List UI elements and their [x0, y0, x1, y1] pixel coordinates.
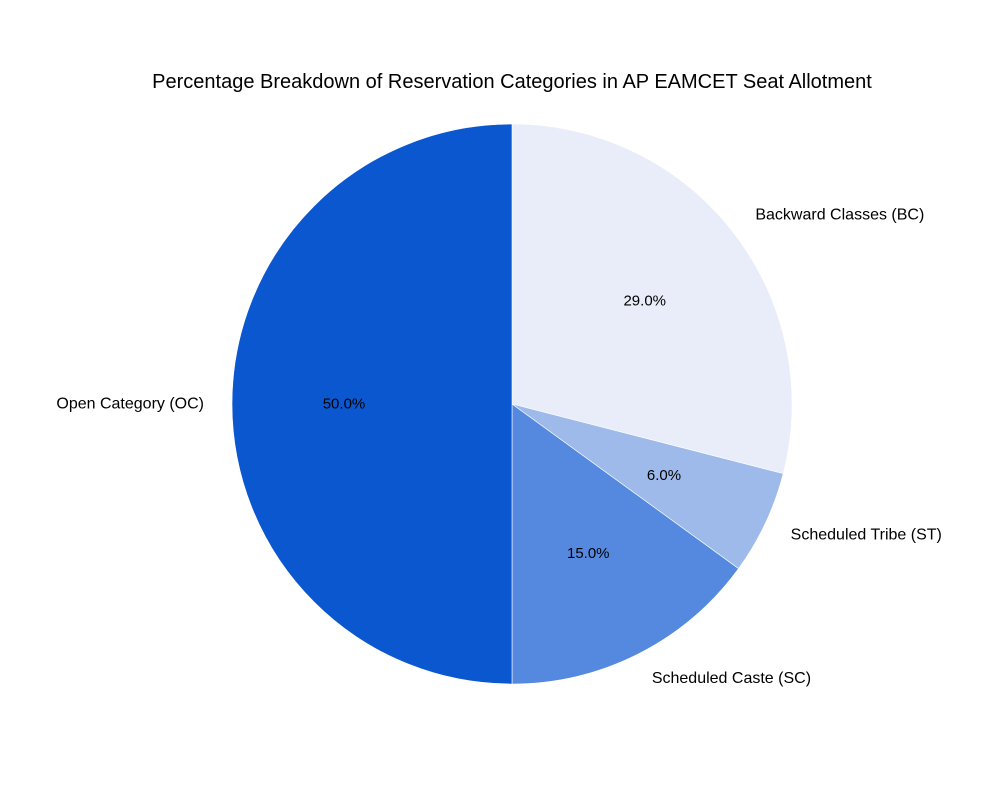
pie-slice-backward-classes-bc: [511, 123, 793, 474]
pie-slices: [231, 123, 793, 685]
slice-label-scheduled-caste-sc: Scheduled Caste (SC): [652, 670, 811, 687]
slice-label-open-category-oc: Open Category (OC): [56, 396, 204, 413]
pct-label-open-category-oc: 50.0%: [323, 396, 366, 413]
slice-label-scheduled-tribe-st: Scheduled Tribe (ST): [791, 527, 942, 544]
pie-slice-open-category-oc: [231, 123, 513, 685]
slice-label-backward-classes-bc: Backward Classes (BC): [755, 207, 924, 224]
pie-slice-scheduled-caste-sc: [511, 403, 739, 685]
pct-label-backward-classes-bc: 29.0%: [623, 293, 666, 310]
pct-label-scheduled-caste-sc: 15.0%: [567, 545, 610, 562]
chart-title: Percentage Breakdown of Reservation Cate…: [152, 71, 872, 93]
pie-labels: Backward Classes (BC) 29.0% Scheduled Trib…: [56, 207, 941, 687]
pct-label-scheduled-tribe-st: 6.0%: [647, 467, 681, 484]
